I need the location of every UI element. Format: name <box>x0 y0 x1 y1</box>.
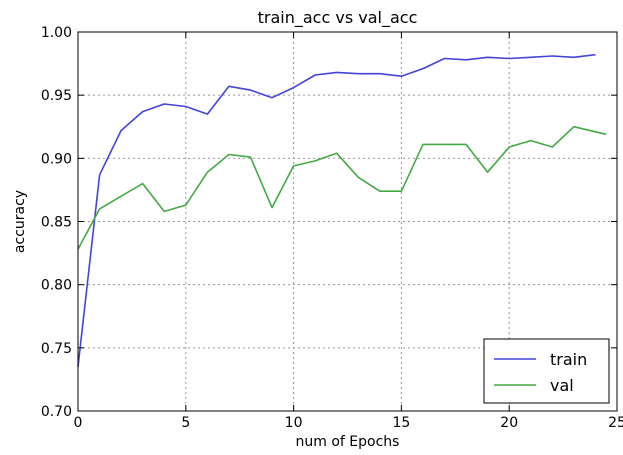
legend-label-train: train <box>550 350 587 369</box>
legend-label-val: val <box>550 376 574 395</box>
y-tick-label-5: 0.95 <box>41 88 72 104</box>
legend-box <box>483 338 610 404</box>
y-tick-label-4: 0.90 <box>41 151 72 167</box>
series-line-val <box>77 125 607 250</box>
x-tick-label-5: 25 <box>608 415 623 431</box>
y-tick-label-6: 1.00 <box>41 25 72 41</box>
x-tick-label-2: 10 <box>285 415 303 431</box>
x-tick-label-0: 0 <box>74 415 83 431</box>
x-tick-label-4: 20 <box>500 415 518 431</box>
y-tick-label-0: 0.70 <box>41 404 72 420</box>
y-tick-label-2: 0.80 <box>41 278 72 294</box>
series-line-train <box>77 53 596 367</box>
y-tick-label-1: 0.75 <box>41 341 72 357</box>
y-axis-label: accuracy <box>12 190 28 253</box>
x-tick-label-1: 5 <box>181 415 190 431</box>
x-tick-label-3: 15 <box>392 415 410 431</box>
x-axis-label: num of Epochs <box>296 434 400 450</box>
chart-title: train_acc vs val_acc <box>258 8 418 28</box>
y-tick-label-3: 0.85 <box>41 215 72 231</box>
